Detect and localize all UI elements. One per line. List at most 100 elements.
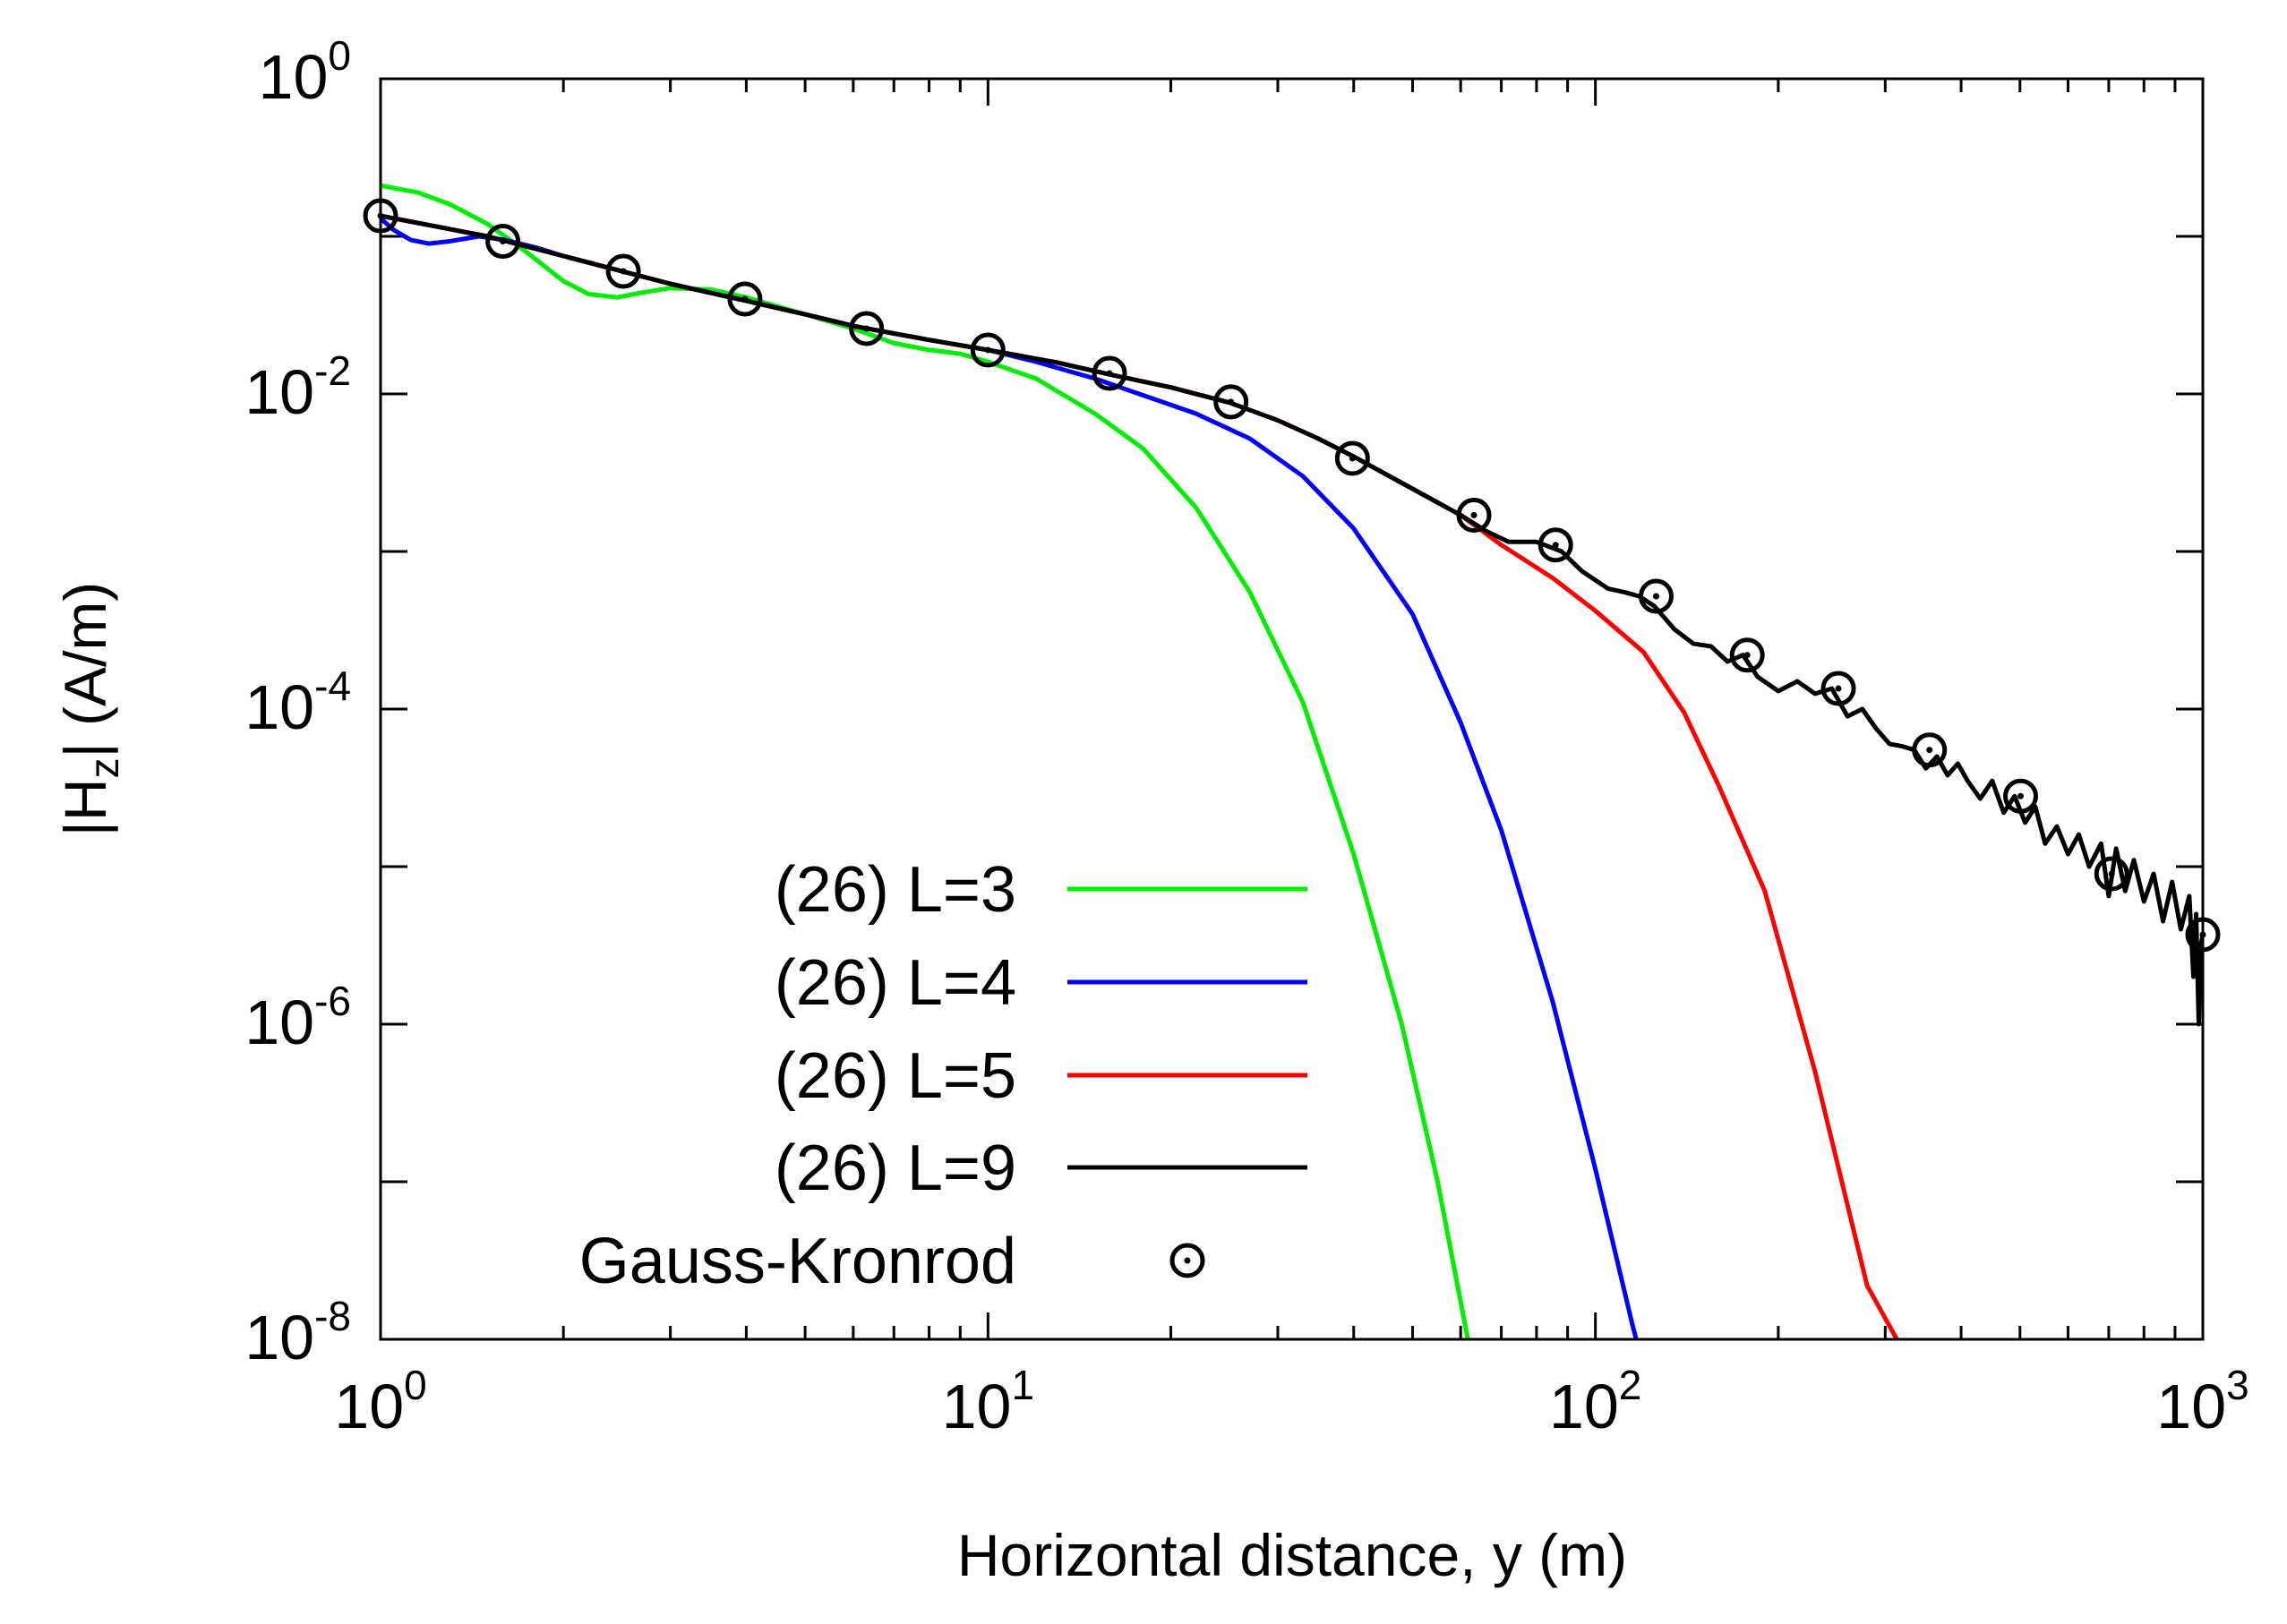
- legend: (26) L=3 (26) L=4 (26) L=5 (26) L=9 Gauss-Kr…: [579, 854, 1307, 1297]
- y-tick-label: 10-4: [244, 662, 351, 742]
- series-line-2: [381, 213, 1900, 1339]
- legend-marker-4: [1169, 1243, 1205, 1278]
- marker-dot: [1835, 685, 1842, 692]
- marker-ring: [727, 281, 763, 317]
- y-tick-base: 10: [244, 1303, 314, 1372]
- gauss-kronrod-marker: [1820, 671, 1856, 706]
- gauss-kronrod-marker: [1912, 732, 1948, 768]
- major-ticks: [379, 77, 2205, 1341]
- y-tick-exp: -2: [314, 347, 351, 394]
- gauss-kronrod-marker: [1092, 355, 1127, 391]
- marker-dot: [863, 325, 870, 332]
- marker-ring: [849, 311, 885, 346]
- x-tick-base: 10: [1549, 1372, 1619, 1441]
- gauss-kronrod-marker: [2094, 856, 2129, 892]
- series-line-0: [381, 183, 1470, 1339]
- legend-label-4: Gauss-Kronrod: [579, 1226, 1016, 1297]
- gauss-kronrod-marker: [1638, 578, 1674, 614]
- y-axis-title-sub: z: [81, 757, 127, 778]
- marker-ring: [1820, 671, 1856, 706]
- series-line-3: [381, 213, 2203, 1027]
- marker-dot: [2108, 870, 2115, 877]
- y-axis-title: |Hz| (A/m): [52, 582, 127, 837]
- marker-dot: [1349, 455, 1356, 462]
- marker-layer: [363, 198, 2221, 953]
- marker-dot: [741, 295, 749, 303]
- gauss-kronrod-marker: [1456, 497, 1492, 533]
- x-tick-exp: 3: [2226, 1362, 2249, 1408]
- y-tick-label: 10-6: [244, 978, 351, 1057]
- marker-dot: [984, 346, 991, 354]
- x-tick-label: 103: [2156, 1362, 2248, 1441]
- marker-dot: [1228, 398, 1235, 406]
- y-axis-title-suffix: | (A/m): [52, 582, 118, 758]
- marker-dot: [1106, 370, 1113, 377]
- gauss-kronrod-marker: [605, 253, 641, 289]
- series-line-1: [381, 217, 1639, 1339]
- marker-dot: [1184, 1257, 1191, 1264]
- marker-dot: [2017, 792, 2025, 799]
- gauss-kronrod-marker: [1729, 637, 1765, 673]
- x-tick-label: 100: [334, 1362, 426, 1441]
- y-axis-title-prefix: |H: [52, 778, 118, 836]
- marker-ring: [2094, 856, 2129, 892]
- marker-dot: [500, 238, 507, 245]
- marker-dot: [1470, 511, 1478, 518]
- gauss-kronrod-marker: [849, 311, 885, 346]
- y-tick-base: 10: [244, 672, 314, 742]
- y-tick-exp: 0: [328, 32, 351, 79]
- y-tick-exp: -4: [314, 662, 351, 709]
- x-tick-labels: 100 101 102 103: [334, 1362, 2248, 1441]
- marker-ring: [1912, 732, 1948, 768]
- x-tick-base: 10: [942, 1372, 1012, 1441]
- y-tick-base: 10: [259, 42, 329, 112]
- plot-frame: [379, 77, 2205, 1341]
- marker-ring: [1638, 578, 1674, 614]
- marker-ring: [1169, 1243, 1205, 1278]
- x-tick-label: 101: [942, 1362, 1034, 1441]
- marker-ring: [1092, 355, 1127, 391]
- series-layer: [381, 183, 2203, 1339]
- legend-label-0: (26) L=3: [775, 854, 1016, 926]
- y-tick-base: 10: [244, 357, 314, 427]
- y-tick-exp: -6: [314, 978, 351, 1024]
- x-tick-exp: 2: [1619, 1362, 1642, 1408]
- x-axis-title: Horizontal distance, y (m): [957, 1522, 1627, 1588]
- minor-ticks: [561, 79, 2177, 1339]
- marker-ring: [970, 332, 1006, 368]
- marker-ring: [2003, 778, 2039, 814]
- marker-dot: [1652, 593, 1659, 600]
- marker-ring: [1334, 440, 1370, 476]
- y-tick-base: 10: [244, 987, 314, 1057]
- marker-ring: [1729, 637, 1765, 673]
- y-tick-label: 100: [259, 32, 351, 112]
- marker-ring: [1538, 527, 1573, 563]
- legend-label-3: (26) L=9: [775, 1133, 1016, 1204]
- marker-ring: [1213, 384, 1249, 420]
- marker-dot: [1552, 542, 1559, 549]
- x-tick-exp: 0: [404, 1362, 427, 1408]
- gauss-kronrod-marker: [2003, 778, 2039, 814]
- y-tick-label: 10-8: [244, 1293, 351, 1372]
- legend-label-1: (26) L=4: [775, 947, 1016, 1019]
- gauss-kronrod-marker: [1334, 440, 1370, 476]
- marker-dot: [620, 268, 627, 275]
- x-tick-label: 102: [1549, 1362, 1641, 1441]
- legend-label-2: (26) L=5: [775, 1040, 1016, 1112]
- x-tick-base: 10: [2156, 1372, 2226, 1441]
- gauss-kronrod-marker: [727, 281, 763, 317]
- marker-ring: [1456, 497, 1492, 533]
- gauss-kronrod-marker: [1538, 527, 1573, 563]
- y-tick-exp: -8: [314, 1293, 351, 1339]
- marker-dot: [1743, 652, 1751, 659]
- gauss-kronrod-marker: [485, 224, 521, 260]
- x-tick-base: 10: [334, 1372, 404, 1441]
- marker-ring: [485, 224, 521, 260]
- marker-ring: [605, 253, 641, 289]
- gauss-kronrod-marker: [970, 332, 1006, 368]
- marker-dot: [1926, 747, 1933, 754]
- y-tick-label: 10-2: [244, 347, 351, 427]
- gauss-kronrod-marker: [1213, 384, 1249, 420]
- x-tick-exp: 1: [1011, 1362, 1034, 1408]
